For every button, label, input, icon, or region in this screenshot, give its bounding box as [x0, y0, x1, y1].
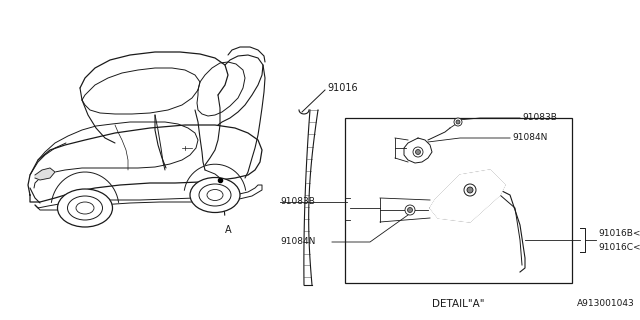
- Bar: [345, 118, 572, 283]
- Text: 91084N: 91084N: [280, 237, 316, 246]
- Text: A: A: [225, 225, 231, 235]
- Text: 91083B: 91083B: [280, 197, 315, 206]
- Text: A913001043: A913001043: [577, 299, 635, 308]
- Ellipse shape: [454, 118, 462, 126]
- Text: DETAIL"A": DETAIL"A": [432, 299, 484, 309]
- Text: 91016B<RH>: 91016B<RH>: [598, 229, 640, 238]
- Ellipse shape: [76, 202, 94, 214]
- Ellipse shape: [67, 196, 102, 220]
- Text: 91083B: 91083B: [522, 114, 557, 123]
- Ellipse shape: [190, 178, 240, 212]
- Ellipse shape: [408, 207, 413, 212]
- Ellipse shape: [464, 184, 476, 196]
- Ellipse shape: [413, 147, 423, 157]
- Text: 91016C<LH>: 91016C<LH>: [598, 244, 640, 252]
- Text: 91016: 91016: [327, 83, 358, 93]
- Ellipse shape: [405, 205, 415, 215]
- Ellipse shape: [58, 189, 113, 227]
- Ellipse shape: [415, 149, 420, 155]
- Ellipse shape: [207, 189, 223, 201]
- Ellipse shape: [456, 120, 460, 124]
- Polygon shape: [430, 170, 505, 222]
- Text: 91084N: 91084N: [512, 133, 547, 142]
- Polygon shape: [35, 168, 55, 180]
- Ellipse shape: [199, 184, 231, 206]
- Ellipse shape: [467, 187, 473, 193]
